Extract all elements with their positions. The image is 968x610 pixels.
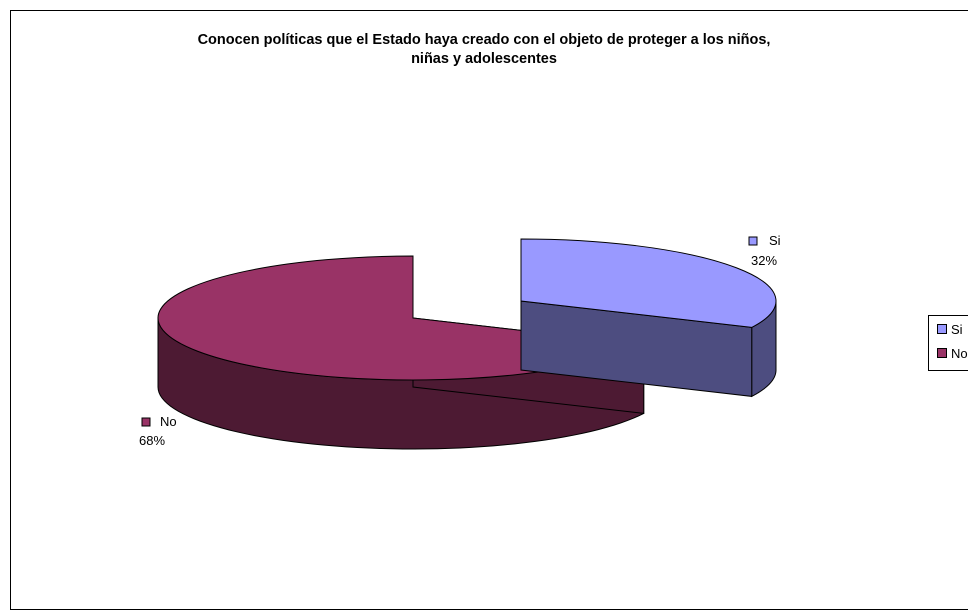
chart-title: Conocen políticas que el Estado haya cre… — [0, 31, 968, 69]
legend: Si No — [928, 315, 968, 371]
slice-label-percent-no: 68% — [139, 433, 165, 448]
chart-title-line-2: niñas y adolescentes — [411, 51, 557, 67]
legend-swatch-si — [937, 324, 947, 334]
pie-chart: Si 32% No 68% — [139, 233, 781, 450]
slice-label-percent-si: 32% — [751, 253, 777, 268]
chart-title-line-1: Conocen políticas que el Estado haya cre… — [197, 32, 771, 48]
slice-label-swatch-si — [748, 236, 758, 246]
slice-label-swatch-no — [141, 417, 151, 427]
slice-label-name-no: No — [160, 414, 177, 429]
legend-item-si: Si — [937, 323, 963, 337]
slice-si-top — [520, 238, 777, 328]
legend-label-no: No — [951, 346, 968, 361]
legend-swatch-no — [937, 348, 947, 358]
slice-label-name-si: Si — [769, 233, 781, 248]
slice-si — [520, 238, 777, 398]
legend-item-no: No — [937, 347, 968, 361]
legend-label-si: Si — [951, 322, 963, 337]
